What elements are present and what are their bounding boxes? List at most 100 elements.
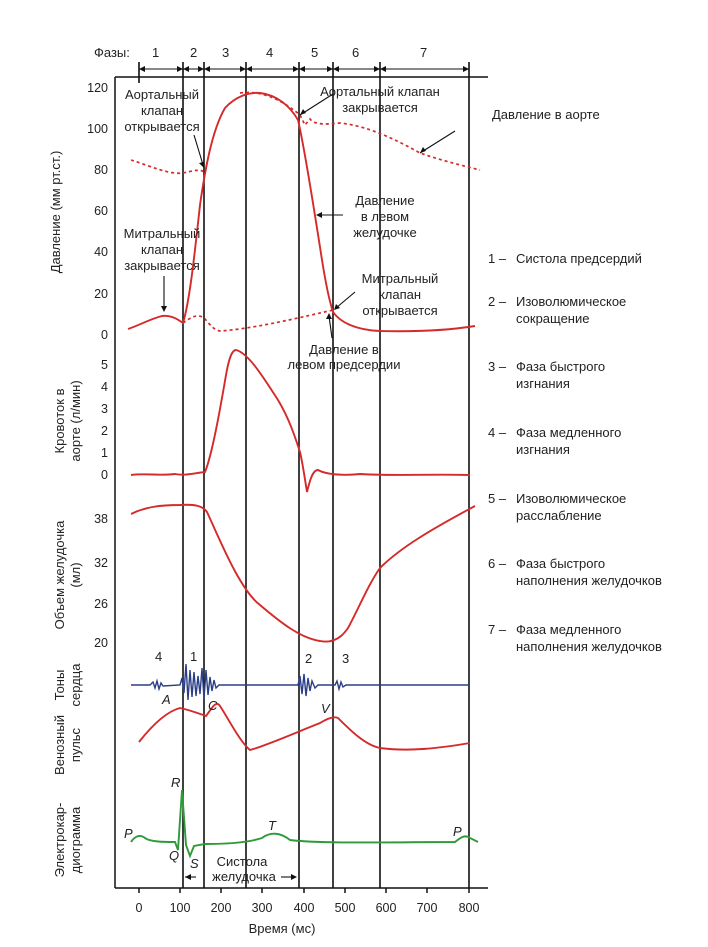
time-tick-200: 200 [211, 901, 232, 915]
time-tick-0: 0 [136, 901, 143, 915]
pressure-axis-label: Давление (мм рт.ст.) [48, 151, 63, 274]
ventricular-volume-curve [130, 503, 476, 643]
flow-tick-2: 2 [101, 424, 108, 438]
aortic-flow-curve [130, 349, 471, 493]
venous-label-a: A [161, 692, 171, 707]
sounds-axis-label-1: Тоны [52, 670, 67, 701]
flow-ticks: 0 1 2 3 4 5 [101, 358, 108, 482]
legend-num-1: 1 – [488, 251, 507, 266]
sound-label-4: 4 [155, 649, 162, 664]
venous-label-v: V [321, 701, 331, 716]
volume-ticks: 20 26 32 38 [94, 512, 108, 650]
ecg-wave-labels: P R Q S T P [124, 775, 462, 871]
heart-sound-labels: 4 1 2 3 [155, 649, 349, 666]
legend-num-7: 7 – [488, 622, 507, 637]
lv-pressure-line-2: в левом [361, 209, 409, 224]
ecg-axis-label-2: диограмма [68, 806, 83, 873]
pressure-tick-0: 0 [101, 328, 108, 342]
pressure-tick-100: 100 [87, 122, 108, 136]
legend-item-5: 5 – Изоволюмическое расслабление [488, 491, 626, 523]
sound-label-2: 2 [305, 651, 312, 666]
flow-tick-0: 0 [101, 468, 108, 482]
time-tick-500: 500 [335, 901, 356, 915]
ecg-label-q: Q [169, 848, 179, 863]
legend-item-7: 7 – Фаза медленного наполнения желудочко… [488, 622, 662, 654]
phase-label-2: 2 [190, 45, 197, 60]
pressure-ticks: 0 20 40 60 80 100 120 [87, 81, 108, 342]
pressure-tick-120: 120 [87, 81, 108, 95]
ecg-label-s: S [190, 856, 199, 871]
systole-line-1: Систола [217, 854, 268, 869]
mitral-valve-closes-note: Митральный клапан закрывается [124, 226, 201, 273]
legend-text-5a: Изоволюмическое [516, 491, 626, 506]
flow-tick-3: 3 [101, 402, 108, 416]
legend-item-2: 2 – Изоволюмическое сокращение [488, 294, 626, 326]
legend-text-6b: наполнения желудочков [516, 573, 662, 588]
phase-label-3: 3 [222, 45, 229, 60]
volume-tick-20: 20 [94, 636, 108, 650]
flow-axis-label-1: Кровоток в [52, 388, 67, 453]
lv-pressure-line-1: Давление [355, 193, 414, 208]
aortic-open-line-2: клапан [141, 103, 183, 118]
time-tick-100: 100 [170, 901, 191, 915]
aortic-open-line-3: открывается [124, 119, 199, 134]
plot-frame [114, 76, 488, 889]
mitral-valve-opens-note: Митральный клапан открывается [362, 271, 439, 318]
ecg-label-r: R [171, 775, 180, 790]
sounds-axis-label-2: сердца [68, 663, 83, 707]
volume-tick-26: 26 [94, 597, 108, 611]
phases-title: Фазы: [94, 45, 130, 60]
pressure-tick-20: 20 [94, 287, 108, 301]
volume-axis-label-2: (мл) [68, 562, 83, 587]
venous-axis-label-1: Венозный [52, 715, 67, 775]
mitral-open-line-2: клапан [379, 287, 421, 302]
legend-text-4a: Фаза медленного [516, 425, 621, 440]
mitral-close-line-3: закрывается [124, 258, 200, 273]
phase-label-6: 6 [352, 45, 359, 60]
legend-text-3b: изгнания [516, 376, 570, 391]
legend-text-5b: расслабление [516, 508, 602, 523]
time-tick-800: 800 [459, 901, 480, 915]
phase-label-4: 4 [266, 45, 273, 60]
legend-num-6: 6 – [488, 556, 507, 571]
ecg-axis-label-1: Электрокар- [52, 803, 67, 878]
aortic-close-line-1: Аортальный клапан [320, 84, 440, 99]
ecg-label-p2: P [453, 824, 462, 839]
ecg-trace [130, 789, 479, 859]
time-tick-700: 700 [417, 901, 438, 915]
aortic-pressure-curve-late [239, 91, 481, 171]
legend-num-2: 2 – [488, 294, 507, 309]
phase-label-1: 1 [152, 45, 159, 60]
sound-label-1: 1 [190, 649, 197, 664]
phase-label-5: 5 [311, 45, 318, 60]
pressure-tick-80: 80 [94, 163, 108, 177]
legend-num-3: 3 – [488, 359, 507, 374]
ecg-label-p1: P [124, 826, 133, 841]
aortic-valve-closes-note: Аортальный клапан закрывается [320, 84, 440, 115]
la-pressure-note: Давление в левом предсердии [288, 342, 401, 372]
pressure-tick-40: 40 [94, 245, 108, 259]
legend-text-7a: Фаза медленного [516, 622, 621, 637]
flow-axis-label-2: аорте (л/мин) [68, 380, 83, 461]
legend-num-4: 4 – [488, 425, 507, 440]
venous-axis-label-2: пульс [68, 727, 83, 762]
lv-pressure-curve [127, 91, 476, 333]
mitral-close-line-1: Митральный [124, 226, 201, 241]
aortic-valve-opens-note: Аортальный клапан открывается [124, 87, 199, 134]
time-tick-600: 600 [376, 901, 397, 915]
venous-pulse-curve [138, 702, 471, 752]
time-tick-300: 300 [252, 901, 273, 915]
legend-item-6: 6 – Фаза быстрого наполнения желудочков [488, 556, 662, 588]
flow-tick-1: 1 [101, 446, 108, 460]
legend-item-3: 3 – Фаза быстрого изгнания [488, 359, 605, 391]
flow-tick-4: 4 [101, 380, 108, 394]
pressure-annotation-arrows [161, 93, 456, 339]
heart-sounds-trace [131, 663, 470, 701]
legend-item-1: 1 – Систола предсердий [488, 251, 642, 266]
phase-legend: 1 – Систола предсердий 2 – Изоволюмическ… [488, 251, 662, 654]
systole-line-2: желудочка [212, 869, 276, 884]
aortic-pressure-curve [130, 159, 206, 175]
legend-text-3a: Фаза быстрого [516, 359, 605, 374]
time-tick-400: 400 [294, 901, 315, 915]
